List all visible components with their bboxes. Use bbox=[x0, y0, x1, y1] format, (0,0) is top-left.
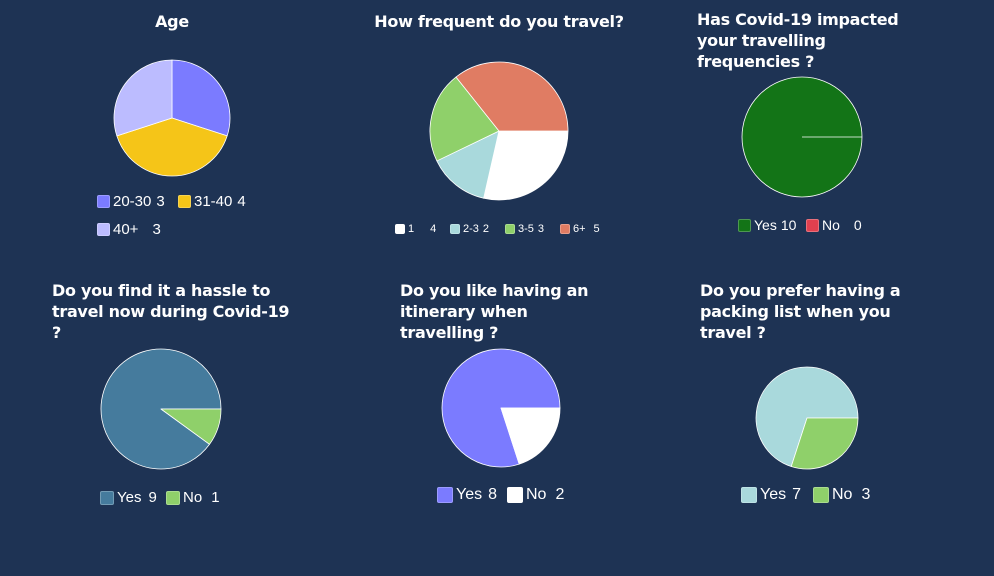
legend-swatch bbox=[505, 224, 515, 234]
legend-value: 3 bbox=[152, 221, 161, 238]
legend-swatch bbox=[806, 218, 819, 232]
legend-item[interactable]: 40+ 3 bbox=[97, 221, 161, 238]
legend-label: 20-30 bbox=[113, 193, 152, 210]
pie-slice[interactable] bbox=[790, 417, 859, 470]
legend-value: 9 bbox=[148, 489, 157, 506]
legend-swatch bbox=[813, 487, 829, 503]
legend-swatch bbox=[437, 487, 453, 503]
chart-title: How frequent do you travel? bbox=[374, 12, 624, 31]
legend-value: 0 bbox=[853, 217, 862, 233]
pie-slice[interactable] bbox=[160, 408, 222, 445]
legend-item[interactable]: Yes 8 bbox=[437, 486, 497, 504]
pie-slice[interactable] bbox=[755, 366, 859, 467]
legend-item[interactable]: Yes 7 bbox=[741, 486, 801, 504]
legend-label: 40+ bbox=[113, 221, 139, 238]
legend-label: Yes bbox=[117, 489, 142, 506]
legend-value: 1 bbox=[211, 489, 220, 506]
legend-item[interactable]: 1 4 bbox=[395, 223, 436, 235]
legend-item[interactable]: 6+ 5 bbox=[560, 223, 600, 235]
legend-item[interactable]: Yes 10 bbox=[738, 217, 796, 233]
legend-swatch bbox=[97, 223, 110, 236]
legend-label: No bbox=[832, 486, 853, 503]
pie-slice[interactable] bbox=[455, 61, 569, 132]
legend-swatch bbox=[166, 490, 180, 505]
legend-swatch bbox=[738, 218, 751, 232]
legend-value: 2 bbox=[555, 486, 565, 503]
pie-slice[interactable] bbox=[116, 117, 228, 177]
legend-value: 3 bbox=[156, 193, 165, 210]
legend-swatch bbox=[100, 490, 114, 505]
legend-item[interactable]: 20-30 3 bbox=[97, 193, 165, 210]
legend-label: No bbox=[526, 486, 547, 503]
legend-item[interactable]: No 2 bbox=[507, 486, 564, 504]
chart-title: Do you like having an itinerary when tra… bbox=[400, 281, 589, 342]
legend-value: 8 bbox=[488, 486, 498, 503]
pie-slice[interactable] bbox=[500, 407, 561, 465]
legend-label: No bbox=[183, 489, 203, 506]
legend-swatch bbox=[97, 195, 110, 208]
legend-swatch bbox=[395, 224, 405, 234]
legend-value: 3 bbox=[861, 486, 871, 503]
legend-label: Yes bbox=[754, 217, 777, 233]
legend-value: 7 bbox=[792, 486, 802, 503]
chart-title: Do you find it a hassle to travel now du… bbox=[52, 281, 290, 342]
legend-value: 3 bbox=[537, 223, 545, 235]
pie-slice[interactable] bbox=[171, 59, 231, 137]
legend-swatch bbox=[507, 487, 523, 503]
pie-slice[interactable] bbox=[436, 130, 500, 199]
legend-swatch bbox=[450, 224, 460, 234]
legend-swatch bbox=[741, 487, 757, 503]
legend-item[interactable]: 31-40 4 bbox=[178, 193, 246, 210]
legend-value: 5 bbox=[593, 223, 600, 235]
chart-title: Do you prefer having a packing list when… bbox=[700, 281, 901, 342]
legend-label: 1 bbox=[408, 223, 415, 235]
legend-item[interactable]: No 0 bbox=[806, 217, 862, 233]
legend-item[interactable]: No 1 bbox=[166, 489, 220, 506]
pie-slice[interactable] bbox=[429, 76, 500, 162]
legend-value: 10 bbox=[780, 217, 797, 233]
legend-label: 2-3 bbox=[463, 223, 479, 235]
pie-slice[interactable] bbox=[113, 59, 173, 137]
legend-value: 2 bbox=[482, 223, 490, 235]
legend-label: Yes bbox=[456, 486, 483, 503]
legend-item[interactable]: 2-3 2 bbox=[450, 223, 489, 235]
legend-label: 3-5 bbox=[518, 223, 534, 235]
legend-label: 31-40 bbox=[194, 193, 233, 210]
legend-swatch bbox=[178, 195, 191, 208]
legend-item[interactable]: 3-5 3 bbox=[505, 223, 544, 235]
pie-slice[interactable] bbox=[483, 130, 569, 201]
legend-value: 4 bbox=[430, 223, 437, 235]
chart-title: Age bbox=[155, 12, 189, 31]
legend-value: 4 bbox=[237, 193, 246, 210]
pie-slice[interactable] bbox=[441, 348, 561, 468]
legend-label: 6+ bbox=[573, 223, 586, 235]
legend-item[interactable]: Yes 9 bbox=[100, 489, 157, 506]
legend-label: Yes bbox=[760, 486, 787, 503]
legend-label: No bbox=[822, 217, 840, 233]
chart-title: Has Covid-19 impacted your travelling fr… bbox=[697, 10, 899, 71]
pie-slice[interactable] bbox=[100, 348, 222, 470]
legend-swatch bbox=[560, 224, 570, 234]
legend-item[interactable]: No 3 bbox=[813, 486, 870, 504]
